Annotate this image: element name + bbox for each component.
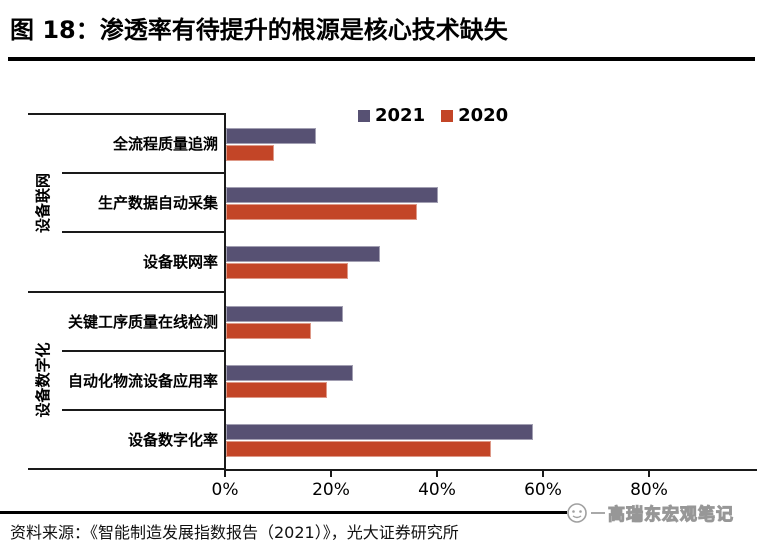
group-label: 设备联网 [33,172,52,233]
title-rule [8,57,755,61]
row-separator [62,172,226,175]
x-axis-tick [542,471,544,477]
x-axis-tick [224,471,226,477]
bar-2020 [226,381,327,398]
bar-2020 [226,204,417,221]
category-label: 设备联网率 [142,253,218,272]
row-separator [28,113,226,115]
row-separator [62,349,226,352]
watermark-text: 高瑞东宏观笔记 [608,505,734,526]
x-axis [224,469,757,471]
category-label: 关键工序质量在线检测 [67,312,218,331]
x-axis-tick [330,471,332,477]
y-axis [224,114,226,470]
bar-2020 [226,322,311,339]
x-axis-tick [648,471,650,477]
footer-rule [0,511,567,514]
row-separator [28,468,226,470]
x-tick-label: 40% [418,480,456,500]
bar-2020 [226,263,348,280]
legend-label: 2021 [375,105,426,126]
x-tick-label: 20% [312,480,350,500]
watermark-logo-icon [567,502,587,523]
category-label: 自动化物流设备应用率 [67,371,218,390]
x-tick-label: 0% [211,480,239,500]
x-tick-label: 60% [524,480,562,500]
bar-2021 [226,246,380,263]
x-axis-tick [436,471,438,477]
row-separator [62,231,226,234]
watermark-dash [591,511,605,514]
legend-swatch-icon [441,109,454,122]
category-label: 全流程质量追溯 [112,135,218,154]
group-label: 设备数字化 [33,342,52,418]
watermark: 高瑞东宏观笔记 [566,500,734,526]
bar-chart: 2021 2020 0% 20% 40% 60% 80% 全流程质量追溯 生产数据自动采集 设备… [0,70,763,510]
bar-2021 [226,423,534,440]
bar-2021 [226,187,438,204]
bar-2021 [226,364,354,381]
legend-label: 2020 [458,105,509,126]
x-tick-label: 80% [630,480,668,500]
row-separator [28,290,226,293]
bar-2021 [226,305,343,322]
row-separator [62,408,226,411]
source-note: 资料来源：《智能制造发展指数报告（2021）》，光大证券研究所 [10,523,459,542]
category-label: 设备数字化率 [127,430,218,449]
legend-item-2021: 2021 [358,105,425,126]
bar-2020 [226,440,491,457]
chart-legend: 2021 2020 [358,105,508,126]
bar-2021 [226,128,317,144]
bar-2020 [226,145,274,161]
category-label: 生产数据自动采集 [97,194,218,213]
legend-item-2020: 2020 [441,105,508,126]
figure-title: 图 18：渗透率有待提升的根源是核心技术缺失 [10,16,508,44]
legend-swatch-icon [358,109,370,122]
